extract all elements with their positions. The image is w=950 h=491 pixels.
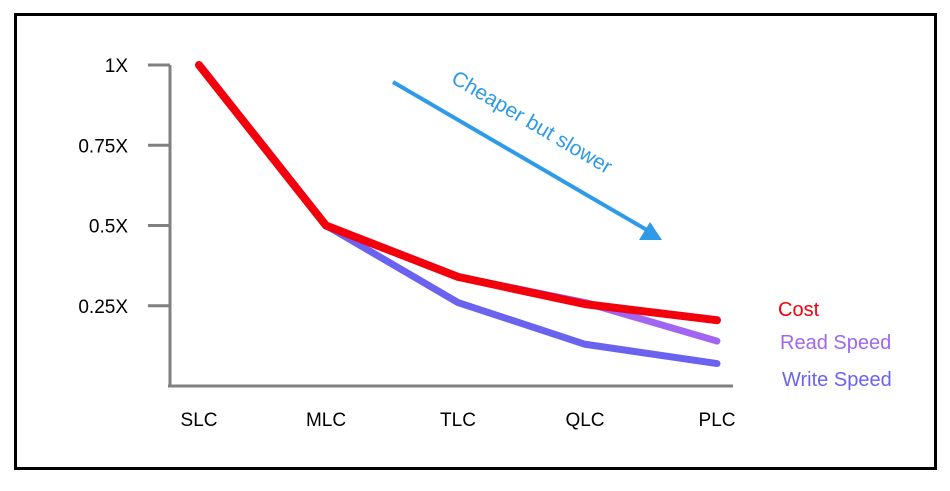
legend-item-read-speed: Read Speed <box>780 332 891 354</box>
legend: Cost Read Speed Write Speed <box>778 299 892 391</box>
y-ticks: 1X 0.75X 0.5X 0.25X <box>78 56 170 318</box>
annotation: Cheaper but slower <box>391 66 662 240</box>
series-line-cost <box>195 61 721 325</box>
x-tick-label: MLC <box>306 410 346 431</box>
x-tick-label: PLC <box>699 410 736 431</box>
legend-item-write-speed: Write Speed <box>782 369 892 391</box>
legend-item-cost: Cost <box>778 299 820 321</box>
annotation-arrow-shaft <box>391 80 654 235</box>
y-tick-label: 1X <box>105 56 129 77</box>
chart-frame <box>14 13 937 470</box>
y-tick-label: 0.25X <box>78 297 128 318</box>
x-tick-label: SLC <box>181 410 218 431</box>
series-lines <box>195 61 721 368</box>
annotation-arrow-head <box>639 222 662 240</box>
y-tick-label: 0.75X <box>78 136 128 157</box>
x-tick-label: TLC <box>440 410 476 431</box>
x-tick-label: QLC <box>565 410 604 431</box>
x-ticks: SLC MLC TLC QLC PLC <box>181 410 736 431</box>
y-tick-label: 0.5X <box>89 217 128 238</box>
